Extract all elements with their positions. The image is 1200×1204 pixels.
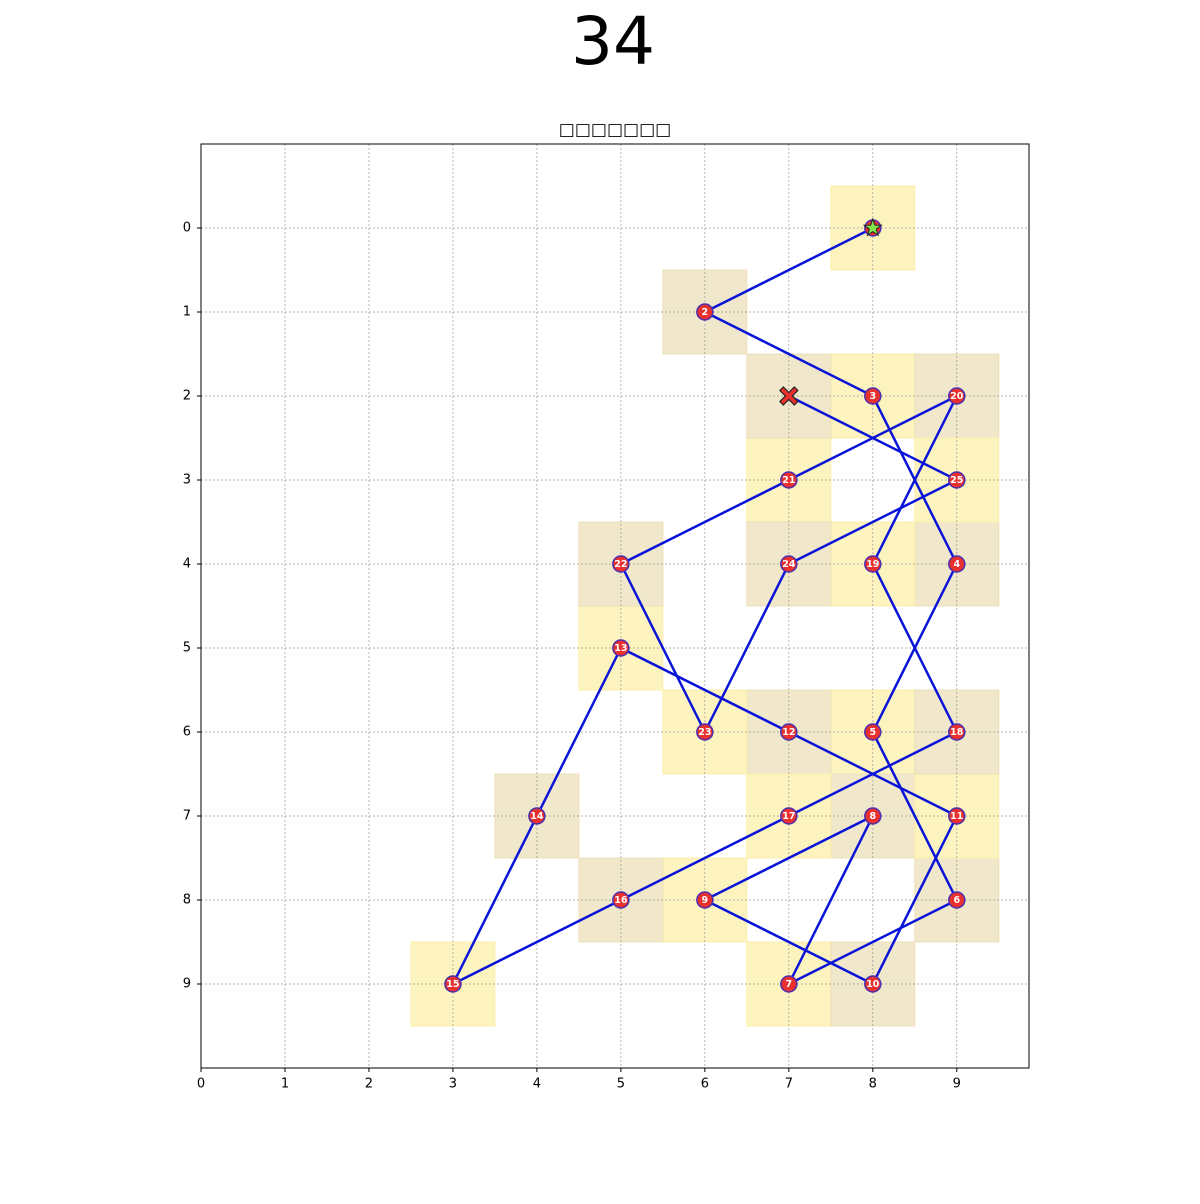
node	[948, 387, 966, 405]
node	[948, 807, 966, 825]
node	[864, 555, 882, 573]
x-tick-label: 5	[617, 1077, 625, 1092]
node-label: 14	[530, 811, 544, 822]
node	[612, 639, 630, 657]
node-label: 23	[698, 727, 711, 738]
node	[696, 891, 714, 909]
node	[780, 555, 798, 573]
y-tick-label: 4	[183, 557, 191, 572]
y-tick-label: 0	[183, 221, 191, 236]
node-label: 17	[782, 811, 795, 822]
node-label: 19	[866, 559, 879, 570]
node-label: 24	[782, 559, 796, 570]
node-label: 16	[614, 895, 628, 906]
node	[780, 471, 798, 489]
node-label: 8	[869, 811, 876, 822]
node	[528, 807, 546, 825]
x-tick-label: 8	[869, 1077, 877, 1092]
node-label: 15	[446, 979, 459, 990]
start-marker	[862, 217, 883, 237]
node	[444, 975, 462, 993]
node-label: 22	[614, 559, 627, 570]
path-line	[451, 226, 959, 986]
node-label: 4	[953, 559, 960, 570]
node-label: 9	[702, 895, 709, 906]
node-label: 10	[866, 979, 880, 990]
y-tick-label: 8	[183, 893, 191, 908]
node	[948, 891, 966, 909]
node-label: 7	[786, 979, 793, 990]
node	[780, 723, 798, 741]
y-tick-label: 6	[183, 725, 191, 740]
end-marker	[778, 386, 799, 406]
plot-frame	[200, 143, 1030, 1069]
node-label: 5	[869, 727, 876, 738]
node	[780, 807, 798, 825]
node	[864, 387, 882, 405]
node-label: 6	[953, 895, 960, 906]
node	[948, 555, 966, 573]
node-label: 12	[782, 727, 795, 738]
chart-title: 34	[571, 3, 655, 80]
node-label: 18	[950, 727, 964, 738]
node	[948, 723, 966, 741]
x-tick-label: 3	[449, 1077, 457, 1092]
y-tick-label: 5	[183, 641, 191, 656]
node	[864, 723, 882, 741]
y-tick-label: 3	[183, 473, 191, 488]
y-tick-label: 1	[183, 305, 191, 320]
node-label: 20	[950, 391, 964, 402]
node-label: 11	[950, 811, 963, 822]
node	[612, 891, 630, 909]
node	[780, 975, 798, 993]
y-tick-label: 7	[183, 809, 191, 824]
chart-subtitle: □□□□□□□	[559, 120, 671, 140]
x-tick-label: 9	[953, 1077, 961, 1092]
y-tick-label: 2	[183, 389, 191, 404]
x-tick-label: 0	[197, 1077, 205, 1092]
node-label: 21	[782, 475, 795, 486]
x-tick-label: 7	[785, 1077, 793, 1092]
node-label: 2	[702, 307, 709, 318]
y-tick-label: 9	[183, 977, 191, 992]
node	[948, 471, 966, 489]
node	[864, 807, 882, 825]
node-label: 3	[869, 391, 876, 402]
x-tick-label: 4	[533, 1077, 541, 1092]
node	[696, 723, 714, 741]
node-label: 25	[950, 475, 963, 486]
node	[612, 555, 630, 573]
node	[696, 303, 714, 321]
x-tick-label: 6	[701, 1077, 709, 1092]
node-label: 13	[614, 643, 627, 654]
x-tick-label: 1	[281, 1077, 289, 1092]
node	[864, 975, 882, 993]
x-tick-label: 2	[365, 1077, 373, 1092]
